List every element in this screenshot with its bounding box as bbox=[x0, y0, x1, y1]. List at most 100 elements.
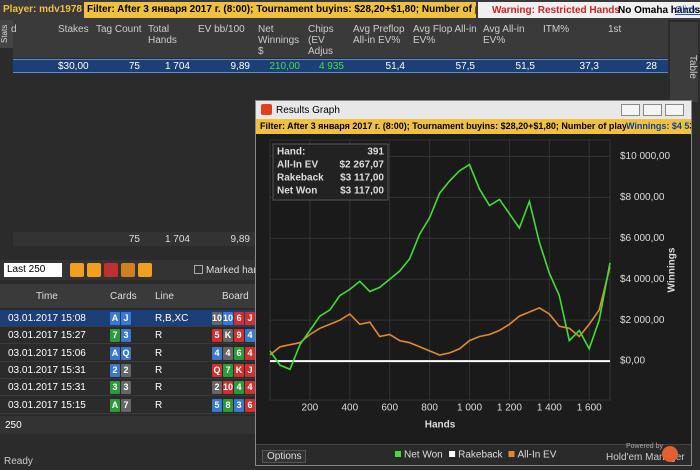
card: 8 bbox=[223, 398, 233, 412]
card: J bbox=[245, 363, 255, 377]
tool-button[interactable] bbox=[70, 263, 84, 277]
column-header[interactable]: Avg Flop All-in EV% bbox=[413, 24, 477, 46]
card: 6 bbox=[245, 398, 255, 412]
card: 4 bbox=[234, 381, 244, 395]
card: J bbox=[121, 312, 131, 325]
graph-winnings: Winnings: $4 5 bbox=[626, 121, 690, 131]
column-header[interactable]: EV bb/100 bbox=[198, 24, 245, 35]
cell: 51,5 bbox=[515, 61, 535, 72]
cell: 28 bbox=[645, 61, 657, 72]
column-header[interactable]: d bbox=[11, 24, 17, 35]
hands-column[interactable]: Time bbox=[36, 291, 58, 302]
range-select[interactable]: Last 250 bbox=[4, 263, 62, 277]
hand-time: 03.01.2017 15:27 bbox=[8, 330, 86, 342]
tool-button[interactable] bbox=[138, 263, 152, 277]
window-button[interactable] bbox=[621, 104, 640, 116]
hand-time: 03.01.2017 15:08 bbox=[8, 313, 86, 324]
card: 4 bbox=[212, 346, 222, 360]
card: Q bbox=[121, 346, 131, 360]
graph-filter-bar: Filter: After 3 января 2017 г. (8:00); T… bbox=[256, 119, 691, 134]
card: 7 bbox=[121, 398, 131, 412]
hands-header bbox=[0, 284, 258, 308]
total-cell: 75 bbox=[128, 234, 140, 245]
card: 10 bbox=[223, 381, 234, 395]
hand-line: R bbox=[155, 347, 163, 359]
powered: Powered by bbox=[626, 443, 663, 450]
graph-titlebar bbox=[256, 101, 691, 119]
card: 4 bbox=[245, 329, 255, 343]
column-header[interactable]: Total Hands bbox=[148, 24, 177, 46]
column-header[interactable]: ITM% bbox=[543, 24, 570, 35]
warning: Warning: Restricted Hands bbox=[492, 5, 620, 16]
no-omaha: No Omaha hands. bbox=[618, 5, 700, 16]
tool-button[interactable] bbox=[121, 263, 135, 277]
brand-logo bbox=[662, 446, 678, 462]
filter-bar: Filter: After 3 января 2017 г. (8:00); T… bbox=[84, 2, 476, 18]
hand-time: 03.01.2017 15:15 bbox=[8, 399, 86, 411]
card: 3 bbox=[110, 381, 120, 395]
hand-line: R bbox=[155, 399, 163, 411]
card: A bbox=[110, 312, 120, 325]
card: 2 bbox=[212, 381, 222, 395]
cell: 37,3 bbox=[579, 61, 599, 72]
column-header[interactable]: Net Winnings $ bbox=[258, 24, 300, 57]
card: 4 bbox=[223, 346, 233, 360]
card: 9 bbox=[234, 329, 244, 343]
card: 7 bbox=[110, 329, 120, 343]
click-here[interactable]: Click her bbox=[675, 5, 700, 16]
column-header[interactable]: Avg All-in EV% bbox=[483, 24, 525, 46]
options-button[interactable]: Options bbox=[262, 450, 307, 463]
hand-time: 03.01.2017 15:06 bbox=[8, 347, 86, 359]
graph-footer bbox=[256, 444, 691, 465]
cell: $30,00 bbox=[58, 61, 89, 72]
card: 10 bbox=[212, 312, 223, 325]
card: 3 bbox=[234, 398, 244, 412]
hands-column[interactable]: Cards bbox=[110, 291, 137, 302]
column-header[interactable]: Tag Count bbox=[96, 24, 142, 35]
card: K bbox=[223, 329, 233, 343]
column-header[interactable]: Chips (EV Adjus bbox=[308, 24, 334, 57]
hand-line: R bbox=[155, 382, 163, 394]
cell: 75 bbox=[128, 61, 140, 72]
tool-button[interactable] bbox=[104, 263, 118, 277]
graph-title: Results Graph bbox=[276, 105, 340, 116]
hand-line: R,B,XC bbox=[155, 313, 189, 324]
card: 5 bbox=[212, 329, 222, 343]
card: A bbox=[110, 398, 120, 412]
hand-line: R bbox=[155, 330, 163, 342]
hands-column[interactable]: Board bbox=[222, 291, 249, 302]
card: 7 bbox=[223, 363, 233, 377]
cell: 210,00 bbox=[269, 61, 300, 72]
card: 4 bbox=[245, 381, 255, 395]
tool-button[interactable] bbox=[87, 263, 101, 277]
card: 5 bbox=[212, 398, 222, 412]
brand: Hold'em Manager bbox=[606, 452, 685, 463]
checkbox[interactable] bbox=[194, 265, 203, 274]
column-header[interactable]: Avg Preflop All-in EV% bbox=[353, 24, 405, 46]
window-button[interactable] bbox=[665, 104, 684, 116]
card: 4 bbox=[245, 346, 255, 360]
status: Ready bbox=[4, 456, 33, 467]
hand-time: 03.01.2017 15:31 bbox=[8, 382, 86, 394]
cell: 1 704 bbox=[164, 61, 190, 72]
side-tab-right[interactable]: Table bbox=[670, 22, 698, 102]
card: 2 bbox=[121, 363, 131, 377]
cell: 9,89 bbox=[230, 61, 250, 72]
count-box bbox=[0, 416, 258, 434]
card: 3 bbox=[121, 381, 131, 395]
cell: 51,4 bbox=[385, 61, 405, 72]
hands-column[interactable]: Line bbox=[155, 291, 174, 302]
card: A bbox=[110, 346, 120, 360]
total-cell: 1 704 bbox=[164, 234, 190, 245]
graph-icon bbox=[261, 104, 272, 115]
card: 10 bbox=[223, 312, 234, 325]
total-cell: 9,89 bbox=[230, 234, 250, 245]
hand-line: R bbox=[155, 364, 163, 376]
player: Player: mdv1978 (PS) bbox=[3, 4, 105, 15]
window-button[interactable] bbox=[643, 104, 662, 116]
column-header[interactable]: 1st bbox=[608, 24, 622, 35]
count: 250 bbox=[5, 420, 22, 431]
column-header[interactable]: Stakes bbox=[58, 24, 89, 35]
marked-label: Marked hand bbox=[206, 265, 265, 276]
